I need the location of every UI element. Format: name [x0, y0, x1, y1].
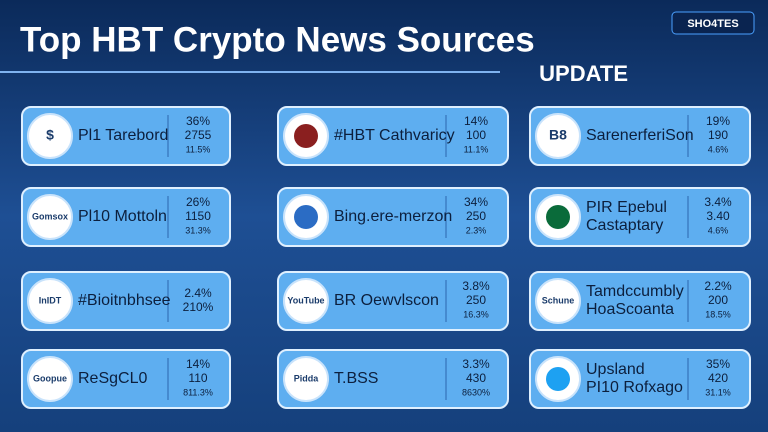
- logo-text: Goopue: [33, 373, 67, 383]
- source-name: #HBT Cathvaricy: [334, 127, 455, 144]
- logo: [283, 356, 329, 402]
- logo-icon: [294, 124, 318, 148]
- stat: 3.8%: [462, 279, 490, 293]
- card: [529, 187, 751, 247]
- stat: 26%: [186, 195, 210, 209]
- card: [529, 271, 751, 331]
- logo: [283, 278, 329, 324]
- source-name: BR Oewvlscon: [334, 292, 439, 309]
- stat: 31.3%: [185, 225, 211, 235]
- source-name: Pl1 Tarebord: [78, 127, 168, 144]
- source-name: Tamdccumbly: [586, 283, 684, 300]
- source-name: #Bioitnbhsee: [78, 292, 171, 309]
- logo-text: Gomsox: [32, 211, 68, 221]
- stat: 190: [708, 128, 728, 142]
- stat: 110: [188, 371, 207, 385]
- stat: 250: [466, 209, 486, 223]
- logo: [535, 113, 581, 159]
- logo-icon: [546, 205, 570, 229]
- card: [529, 106, 751, 166]
- stat: 2.3%: [466, 225, 487, 235]
- logo-text: Pidda: [294, 373, 319, 383]
- stat: 8630%: [462, 387, 490, 397]
- logo: [27, 194, 73, 240]
- stat: 11.5%: [186, 144, 211, 154]
- logo-icon: [294, 205, 318, 229]
- stat: 34%: [464, 195, 488, 209]
- logo: [535, 278, 581, 324]
- badge-text: SHO4TES: [687, 18, 738, 30]
- logo-text: $: [46, 127, 54, 143]
- card-grid: $ Pl1 Tarebord 36%2755 11.5% #HBT Cathvaricy…: [21, 106, 751, 409]
- stat: 210%: [183, 300, 214, 314]
- stat: 36%: [186, 114, 210, 128]
- stat: 811.3%: [183, 387, 213, 397]
- subtitle: UPDATE: [539, 61, 628, 86]
- source-name: T.BSS: [334, 370, 378, 387]
- stat: 11.1%: [464, 144, 489, 154]
- stat: 31.1%: [705, 387, 731, 397]
- source-name: SarenerferiSon: [586, 127, 694, 144]
- source-name: PI10 Rofxago: [586, 379, 683, 396]
- logo-text: InIDT: [39, 295, 62, 305]
- source-name: HoaScoanta: [586, 301, 674, 318]
- stat: 3.3%: [462, 357, 490, 371]
- badge: [671, 11, 755, 35]
- logo-text: B8: [549, 127, 567, 143]
- source-name: PIR Epebul: [586, 199, 667, 216]
- stat: 430: [466, 371, 486, 385]
- stat: 2.2%: [704, 279, 732, 293]
- title: Top HBT Crypto News Sources: [20, 20, 535, 59]
- card: [277, 271, 509, 331]
- card: [21, 349, 231, 409]
- stat: 4.6%: [708, 144, 729, 154]
- source-name: Upsland: [586, 361, 645, 378]
- stat: 1150: [185, 209, 211, 223]
- stat: 2.4%: [184, 286, 212, 300]
- stat: 420: [708, 371, 728, 385]
- logo-icon: [546, 367, 570, 391]
- stat: 16.3%: [463, 309, 489, 319]
- source-name: ReSgCL0: [78, 370, 147, 387]
- card: [21, 187, 231, 247]
- stat: 200: [708, 293, 728, 307]
- card: [277, 349, 509, 409]
- stat: 2755: [185, 128, 212, 142]
- stat: 14%: [186, 357, 210, 371]
- logo-text: YouTube: [287, 295, 324, 305]
- stat: 100: [466, 128, 486, 142]
- source-name: Bing.ere-merzon: [334, 208, 452, 225]
- stat: 250: [466, 293, 486, 307]
- stat: 35%: [706, 357, 730, 371]
- stat: 19%: [706, 114, 730, 128]
- card: [21, 106, 231, 166]
- stat: 3.4%: [704, 195, 732, 209]
- card: [529, 349, 751, 409]
- card: [277, 106, 509, 166]
- logo-text: Schune: [542, 295, 575, 305]
- stat: 3.40: [706, 209, 730, 223]
- source-name: Pl10 Mottoln: [78, 208, 167, 225]
- card: [21, 271, 231, 331]
- card: [277, 187, 509, 247]
- stat: 14%: [464, 114, 488, 128]
- logo: [27, 113, 73, 159]
- logo: [27, 356, 73, 402]
- stat: 18.5%: [705, 309, 731, 319]
- logo: [27, 278, 73, 324]
- stat: 4.6%: [708, 225, 729, 235]
- source-name: Castaptary: [586, 217, 663, 234]
